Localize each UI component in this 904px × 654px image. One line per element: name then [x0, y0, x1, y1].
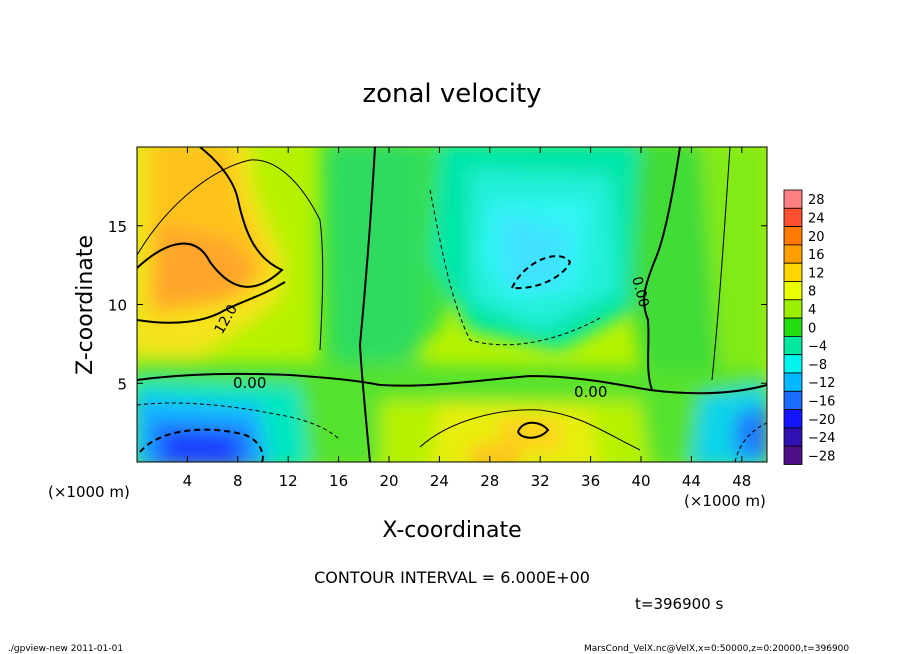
x-unit-label-left: (×1000 m) — [48, 483, 130, 501]
y-tick-label: 10 — [108, 297, 127, 315]
x-tick-label: 8 — [233, 472, 243, 490]
colorbar-swatch — [783, 226, 803, 246]
colorbar-label: −8 — [808, 358, 827, 373]
x-tick-label: 4 — [183, 472, 193, 490]
colorbar-swatch — [783, 335, 803, 356]
colorbar-label: 28 — [808, 193, 825, 208]
x-tick-label: 12 — [279, 472, 298, 490]
colorbar-label: 0 — [808, 321, 816, 336]
contour-interval-text: CONTOUR INTERVAL = 6.000E+00 — [314, 568, 590, 587]
contour-label: 0.00 — [628, 275, 652, 309]
plot-area: 12.0 0.00 0.00 0.00 — [136, 146, 768, 463]
footer-left: ./gpview-new 2011-01-01 — [8, 644, 123, 654]
y-axis-label: Z-coordinate — [73, 235, 98, 375]
colorbar-label: 16 — [808, 248, 825, 263]
colorbar-label: 8 — [808, 285, 816, 300]
x-tick-label: 16 — [329, 472, 348, 490]
x-tick-label: 24 — [430, 472, 449, 490]
contour-label: 0.00 — [233, 374, 266, 392]
colorbar-swatch — [783, 207, 803, 228]
colorbar-swatch — [783, 299, 803, 319]
colorbar-swatch — [783, 189, 803, 209]
colorbar-swatch — [783, 262, 803, 282]
colorbar-swatch — [783, 445, 803, 465]
colorbar-swatch — [783, 244, 803, 264]
x-tick-label: 28 — [480, 472, 499, 490]
x-tick-label: 44 — [682, 472, 701, 490]
chart-title: zonal velocity — [362, 79, 541, 109]
colorbar-label: −28 — [808, 449, 835, 464]
colorbar-swatch — [783, 317, 803, 337]
colorbar-label: 24 — [808, 211, 825, 226]
x-unit-label-right: (×1000 m) — [684, 492, 766, 510]
colorbar: 28 24 20 16 12 8 4 0 −4 −8 −12 −16 −20 −24 −28 — [783, 189, 835, 465]
y-axis: 5 10 15 — [108, 218, 767, 393]
x-tick-label: 48 — [732, 472, 751, 490]
colorbar-label: 12 — [808, 266, 825, 281]
colorbar-label: −12 — [808, 376, 835, 391]
colorbar-label: 4 — [808, 303, 816, 318]
colorbar-swatch — [783, 390, 803, 410]
y-tick-label: 15 — [108, 218, 127, 236]
colorbar-label: 20 — [808, 230, 825, 245]
y-tick-label: 5 — [117, 375, 127, 393]
colorbar-swatch — [783, 427, 803, 447]
time-label: t=396900 s — [635, 595, 723, 613]
x-tick-label: 20 — [379, 472, 398, 490]
colorbar-swatch — [783, 372, 803, 392]
colorbar-label: −16 — [808, 394, 835, 409]
x-axis-label: X-coordinate — [382, 518, 521, 543]
x-tick-label: 40 — [631, 472, 650, 490]
colorbar-swatch — [783, 409, 803, 429]
colorbar-label: −24 — [808, 431, 835, 446]
colorbar-swatch — [783, 354, 803, 374]
x-axis: 4 8 12 16 20 24 28 32 36 40 44 48 — [183, 147, 751, 490]
x-tick-label: 36 — [581, 472, 600, 490]
contour-label: 0.00 — [574, 383, 607, 401]
colorbar-label: −20 — [808, 413, 835, 428]
colorbar-swatch — [783, 281, 803, 301]
x-tick-label: 32 — [531, 472, 550, 490]
colorbar-label: −4 — [808, 340, 827, 355]
footer-right: MarsCond_VelX.nc@VelX,x=0:50000,z=0:2000… — [584, 644, 849, 654]
